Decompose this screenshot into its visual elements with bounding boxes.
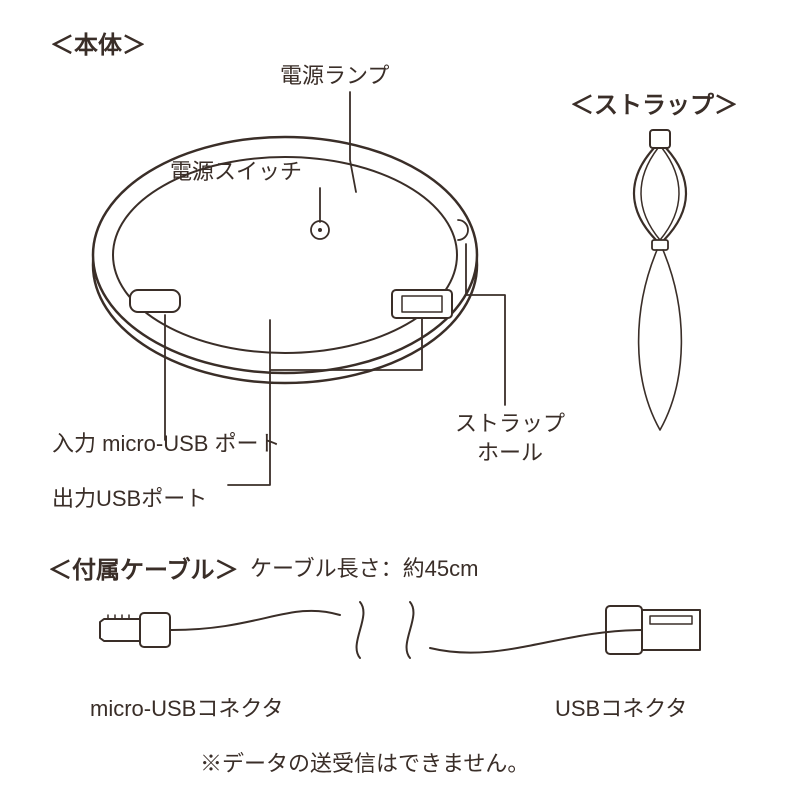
label-strap-hole-l2: ホール: [477, 440, 543, 465]
note-no-data: ※データの送受信はできません。: [200, 750, 529, 779]
heading-body: ＜本体＞: [50, 30, 146, 61]
label-usb-connector: USBコネクタ: [555, 695, 687, 724]
heading-strap: ＜ストラップ＞: [570, 90, 738, 121]
label-power-lamp: 電源ランプ: [280, 62, 389, 91]
label-input-micro-usb: 入力 micro-USB ポート: [52, 430, 281, 459]
label-micro-usb-connector: micro-USBコネクタ: [90, 695, 283, 724]
label-strap-hole: ストラップ ホール: [455, 410, 565, 467]
label-output-usb: 出力USBポート: [52, 485, 207, 514]
heading-cable: ＜付属ケーブル＞: [48, 555, 239, 586]
label-power-switch: 電源スイッチ: [170, 158, 302, 187]
label-cable-length: ケーブル長さ：約45cm: [250, 555, 478, 584]
label-strap-hole-l1: ストラップ: [455, 411, 565, 436]
